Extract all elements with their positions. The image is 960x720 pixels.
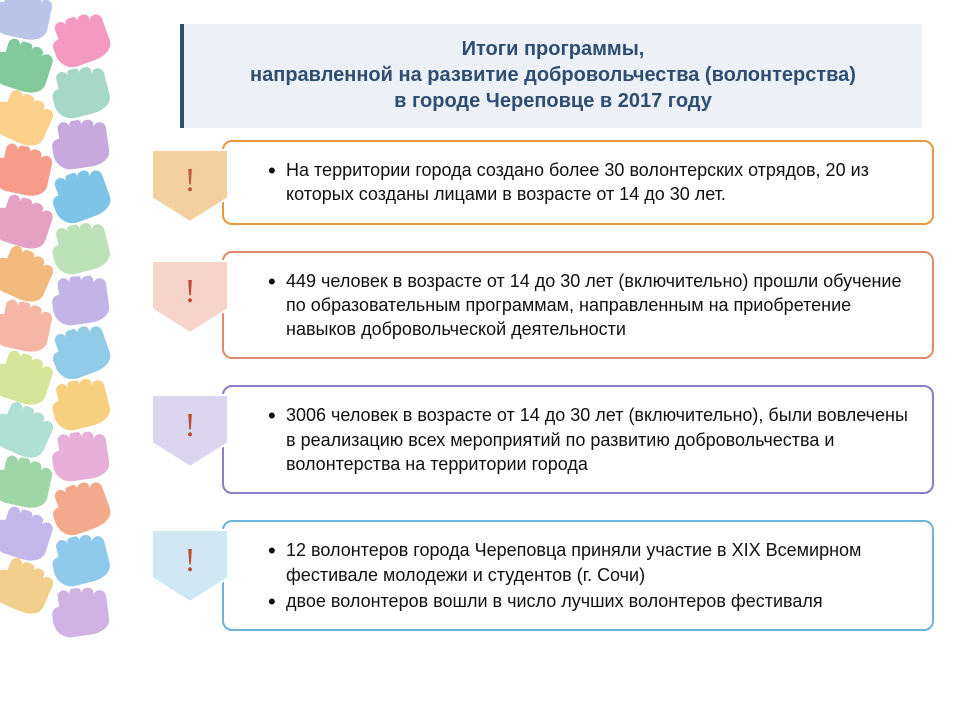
result-item-2: ! 449 человек в возрасте от 14 до 30 лет …	[150, 251, 934, 360]
title-line-3: в городе Череповце в 2017 году	[208, 88, 898, 114]
result-item-3: ! 3006 человек в возрасте от 14 до 30 лет…	[150, 385, 934, 494]
bullet: На территории города создано более 30 во…	[268, 158, 910, 207]
chevron-badge: !	[150, 520, 230, 604]
result-text: 449 человек в возрасте от 14 до 30 лет (…	[222, 251, 934, 360]
exclaim-icon: !	[184, 542, 195, 580]
bullet: 449 человек в возрасте от 14 до 30 лет (…	[268, 269, 910, 342]
results-list: ! На территории города создано более 30 в…	[150, 140, 934, 657]
bullet: 12 волонтеров города Череповца приняли у…	[268, 538, 910, 587]
exclaim-icon: !	[184, 162, 195, 200]
bullet: 3006 человек в возрасте от 14 до 30 лет …	[268, 403, 910, 476]
result-text: 12 волонтеров города Череповца приняли у…	[222, 520, 934, 631]
chevron-badge: !	[150, 251, 230, 335]
exclaim-icon: !	[184, 273, 195, 311]
result-text: 3006 человек в возрасте от 14 до 30 лет …	[222, 385, 934, 494]
title-line-2: направленной на развитие добровольчества…	[208, 62, 898, 88]
chevron-badge: !	[150, 385, 230, 469]
title-line-1: Итоги программы,	[208, 36, 898, 62]
result-text: На территории города создано более 30 во…	[222, 140, 934, 225]
hand-icon	[37, 583, 123, 642]
bullet: двое волонтеров вошли в число лучших вол…	[268, 589, 910, 613]
exclaim-icon: !	[184, 407, 195, 445]
title-box: Итоги программы, направленной на развити…	[180, 24, 922, 128]
result-item-1: ! На территории города создано более 30 в…	[150, 140, 934, 225]
chevron-badge: !	[150, 140, 230, 224]
result-item-4: ! 12 волонтеров города Череповца приняли …	[150, 520, 934, 631]
decorative-hands	[0, 0, 150, 720]
